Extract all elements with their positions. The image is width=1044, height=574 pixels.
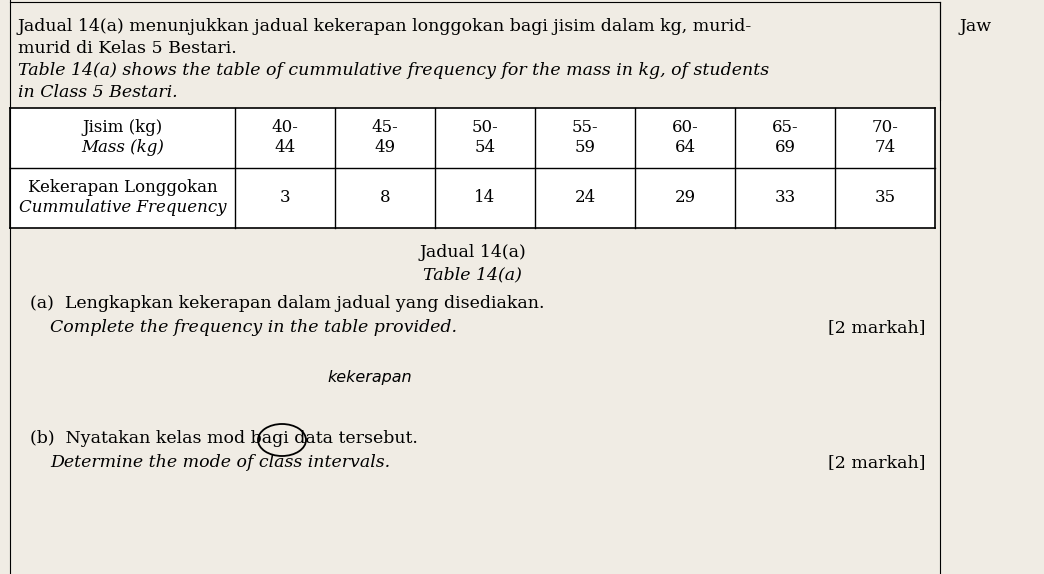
Text: 64: 64 xyxy=(674,139,695,157)
Text: 50-: 50- xyxy=(472,119,498,137)
Text: Cummulative Frequency: Cummulative Frequency xyxy=(19,200,227,216)
Text: Table 14(a) shows the table of cummulative frequency for the mass in kg, of stud: Table 14(a) shows the table of cummulati… xyxy=(18,62,769,79)
Text: 54: 54 xyxy=(474,139,496,157)
Text: (b)  Nyatakan kelas mod bagi data tersebut.: (b) Nyatakan kelas mod bagi data tersebu… xyxy=(30,430,418,447)
Text: 40-: 40- xyxy=(271,119,299,137)
Text: 55-: 55- xyxy=(572,119,598,137)
Text: in Class 5 Bestari.: in Class 5 Bestari. xyxy=(18,84,177,101)
Text: 60-: 60- xyxy=(671,119,698,137)
Text: Jadual 14(a) menunjukkan jadual kekerapan longgokan bagi jisim dalam kg, murid-: Jadual 14(a) menunjukkan jadual kekerapa… xyxy=(18,18,753,35)
Text: 44: 44 xyxy=(275,139,295,157)
Text: 29: 29 xyxy=(674,189,695,207)
Text: (a)  Lengkapkan kekerapan dalam jadual yang disediakan.: (a) Lengkapkan kekerapan dalam jadual ya… xyxy=(30,295,545,312)
Text: 69: 69 xyxy=(775,139,796,157)
Text: Jisim (kg): Jisim (kg) xyxy=(82,119,163,137)
Text: Mass (kg): Mass (kg) xyxy=(81,139,164,157)
Text: 70-: 70- xyxy=(872,119,899,137)
Text: kekerapan: kekerapan xyxy=(328,370,412,385)
Text: [2 markah]: [2 markah] xyxy=(828,319,925,336)
Text: murid di Kelas 5 Bestari.: murid di Kelas 5 Bestari. xyxy=(18,40,237,57)
Bar xyxy=(10,108,935,228)
Text: 49: 49 xyxy=(375,139,396,157)
Text: Kekerapan Longgokan: Kekerapan Longgokan xyxy=(28,180,217,196)
Text: 33: 33 xyxy=(775,189,796,207)
Text: Jadual 14(a): Jadual 14(a) xyxy=(419,244,526,261)
Text: 74: 74 xyxy=(875,139,896,157)
Text: Complete the frequency in the table provided.: Complete the frequency in the table prov… xyxy=(50,319,457,336)
Text: 8: 8 xyxy=(380,189,390,207)
Text: [2 markah]: [2 markah] xyxy=(828,454,925,471)
Text: 59: 59 xyxy=(574,139,595,157)
Text: Table 14(a): Table 14(a) xyxy=(423,266,522,283)
Text: 14: 14 xyxy=(474,189,496,207)
Text: 45-: 45- xyxy=(372,119,399,137)
Text: Jaw: Jaw xyxy=(960,18,992,35)
Text: 24: 24 xyxy=(574,189,596,207)
Text: 35: 35 xyxy=(875,189,896,207)
Text: 65-: 65- xyxy=(772,119,799,137)
Text: Determine the mode of class intervals.: Determine the mode of class intervals. xyxy=(50,454,390,471)
Text: 3: 3 xyxy=(280,189,290,207)
